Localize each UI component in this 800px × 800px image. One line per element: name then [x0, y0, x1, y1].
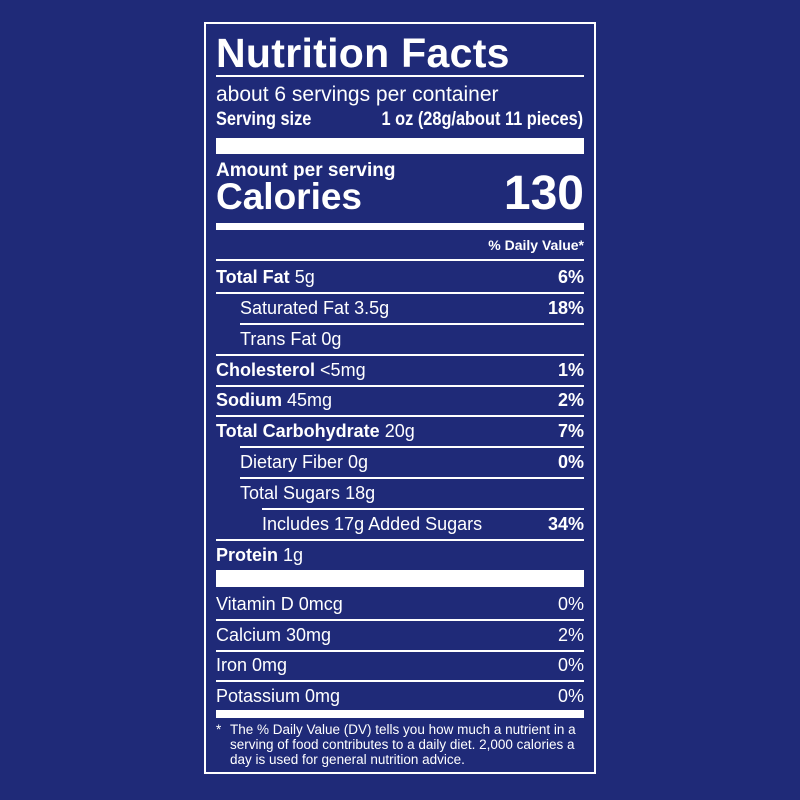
vitamin-row: Vitamin D 0mcg 0%	[216, 589, 584, 619]
vitamin-dv: 0%	[557, 685, 584, 706]
nutrient-name: Trans Fat	[240, 328, 317, 349]
nutrient-amount: <5mg	[320, 359, 366, 380]
nutrient-row-dietary-fiber: Dietary Fiber 0g 0%	[240, 447, 584, 477]
nutrient-amount: 45mg	[287, 389, 333, 410]
nutrient-amount: 1g	[283, 544, 304, 565]
nutrient-row-protein: Protein 1g	[216, 540, 584, 570]
nutrient-dv: 18%	[547, 297, 584, 318]
nutrient-amount: 0g	[321, 328, 342, 349]
nutrient-amount: 3.5g	[354, 297, 390, 318]
divider	[216, 259, 584, 261]
divider	[216, 75, 584, 77]
nutrition-facts-panel: Nutrition Facts about 6 servings per con…	[204, 22, 596, 774]
serving-size: Serving size 1 oz (28g/about 11 pieces)	[216, 108, 583, 132]
nutrient-name: Total Carbohydrate	[216, 420, 380, 441]
nutrient-row-trans-fat: Trans Fat 0g	[240, 324, 584, 354]
nutrient-row-total-sugars: Total Sugars 18g	[240, 478, 584, 508]
medium-divider	[216, 223, 584, 230]
nutrient-name: Cholesterol	[216, 359, 316, 380]
vitamin-dv: 0%	[557, 654, 584, 675]
divider	[216, 385, 584, 387]
nutrient-name: Sodium	[216, 389, 282, 410]
nutrient-dv: 7%	[557, 420, 584, 441]
divider	[216, 619, 584, 621]
nutrient-dv: 0%	[557, 451, 584, 472]
divider	[240, 477, 584, 479]
divider	[216, 292, 584, 294]
nutrient-name: Saturated Fat	[240, 297, 350, 318]
nutrient-name: Total Fat	[216, 266, 290, 287]
servings-per-container: about 6 servings per container	[216, 83, 499, 106]
divider	[216, 415, 584, 417]
thick-divider	[216, 570, 584, 587]
nutrient-name: Total Sugars	[240, 482, 341, 503]
nutrient-row-added-sugars: Includes 17g Added Sugars 34%	[262, 509, 584, 539]
nutrient-dv: 2%	[557, 389, 584, 410]
footnote-text: The % Daily Value (DV) tells you how muc…	[230, 722, 576, 767]
nutrient-row-total-carbohydrate: Total Carbohydrate 20g 7%	[216, 416, 584, 446]
vitamin-row: Calcium 30mg 2%	[216, 620, 584, 650]
vitamin-label: Potassium 0mg	[216, 685, 341, 706]
serving-size-label: Serving size	[216, 109, 312, 130]
nutrient-row-saturated-fat: Saturated Fat 3.5g 18%	[240, 293, 584, 323]
vitamin-dv: 0%	[557, 593, 584, 614]
nutrient-row-total-fat: Total Fat 5g 6%	[216, 262, 584, 292]
nutrient-dv: 1%	[557, 359, 584, 380]
serving-size-value: 1 oz (28g/about 11 pieces)	[381, 109, 584, 130]
vitamin-dv: 2%	[557, 624, 584, 645]
divider	[216, 680, 584, 682]
title: Nutrition Facts	[216, 30, 510, 76]
nutrient-amount: 18g	[345, 482, 376, 503]
nutrient-amount: 0g	[348, 451, 369, 472]
footnote: * The % Daily Value (DV) tells you how m…	[216, 722, 584, 767]
divider	[216, 650, 584, 652]
calories-value: 130	[503, 167, 584, 220]
nutrient-row-cholesterol: Cholesterol <5mg 1%	[216, 355, 584, 385]
nutrient-dv: 6%	[557, 266, 584, 287]
calories-label: Calories	[216, 176, 363, 217]
divider	[216, 354, 584, 356]
vitamin-row: Iron 0mg 0%	[216, 650, 584, 680]
nutrient-name: Includes 17g Added Sugars	[262, 513, 483, 534]
nutrient-amount: 20g	[384, 420, 415, 441]
divider	[262, 508, 584, 510]
nutrient-dv: 34%	[547, 513, 584, 534]
vitamin-label: Calcium 30mg	[216, 624, 332, 645]
nutrient-name: Dietary Fiber	[240, 451, 344, 472]
thick-divider	[216, 138, 584, 154]
nutrient-row-sodium: Sodium 45mg 2%	[216, 385, 584, 415]
vitamin-label: Vitamin D 0mcg	[216, 593, 343, 614]
amount-per-serving: Amount per serving	[216, 160, 396, 181]
nutrient-name: Protein	[216, 544, 279, 565]
medium-divider	[216, 710, 584, 718]
vitamin-row: Potassium 0mg 0%	[216, 681, 584, 711]
divider	[240, 446, 584, 448]
daily-value-header: % Daily Value*	[488, 237, 584, 253]
divider	[216, 539, 584, 541]
footnote-mark: *	[216, 722, 222, 737]
vitamin-label: Iron 0mg	[216, 654, 288, 675]
nutrient-amount: 5g	[294, 266, 315, 287]
divider	[240, 323, 584, 325]
